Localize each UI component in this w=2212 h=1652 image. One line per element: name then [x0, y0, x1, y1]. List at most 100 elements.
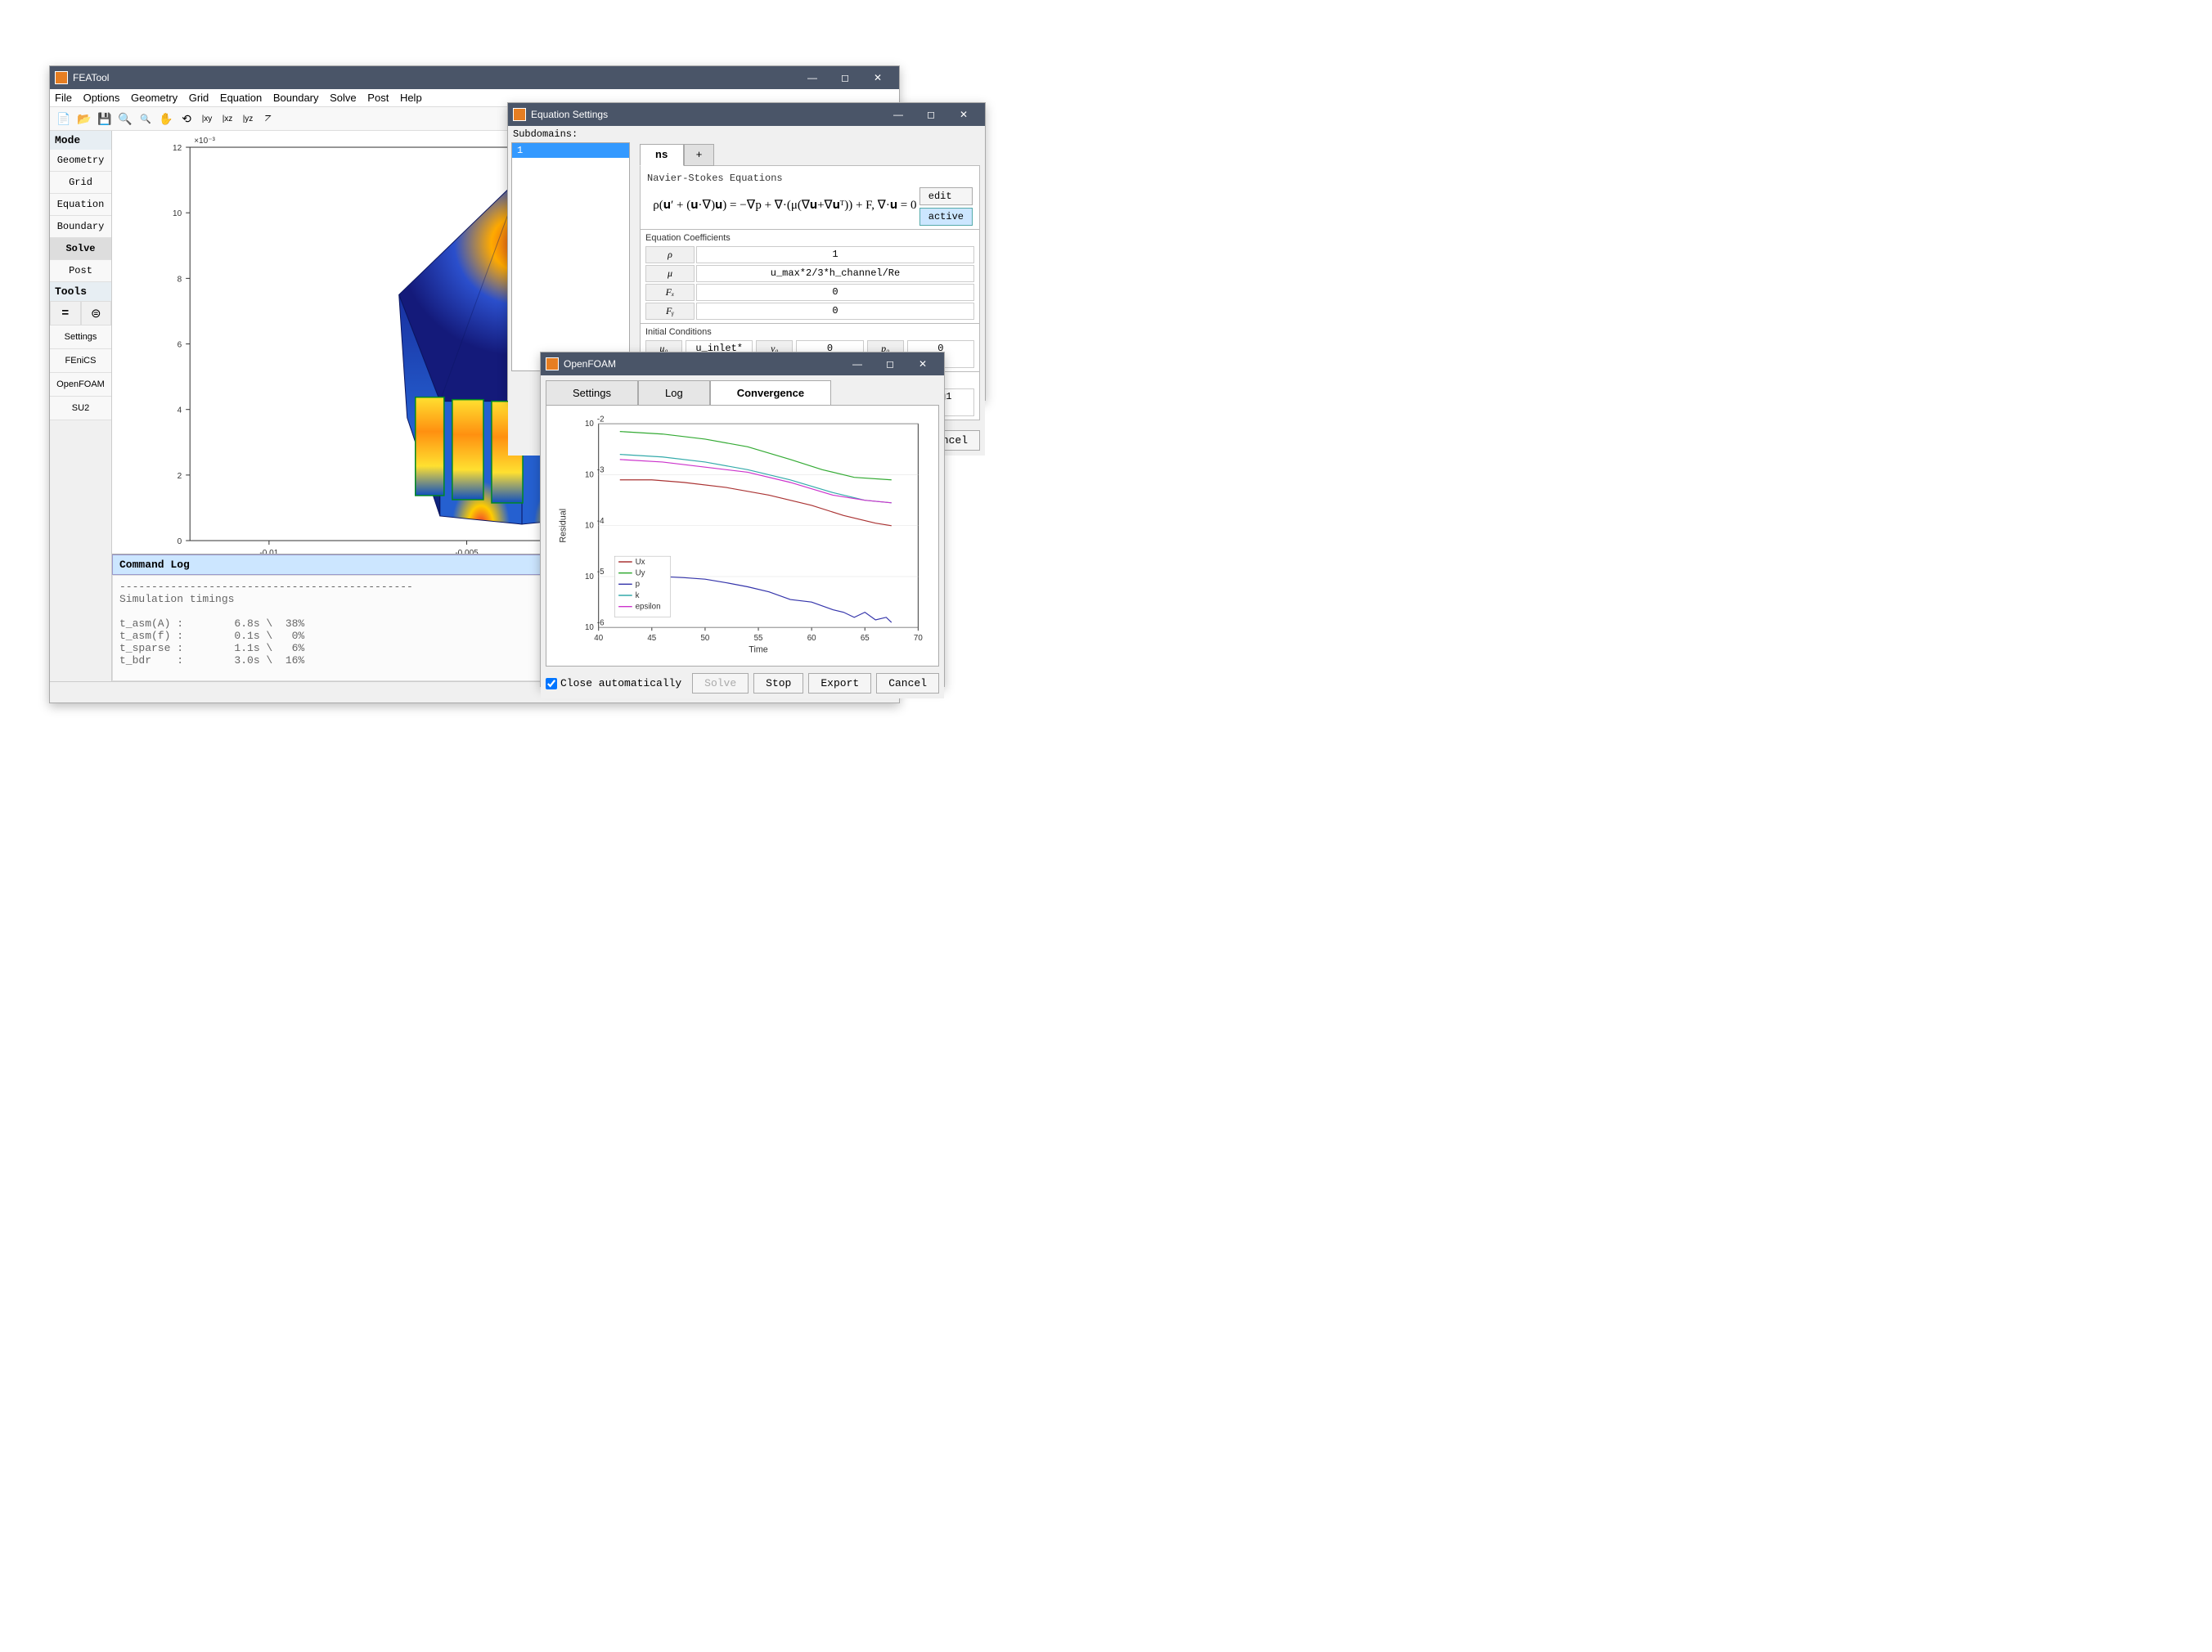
svg-text:12: 12: [173, 144, 182, 153]
tools-header: Tools: [50, 282, 111, 301]
new-icon[interactable]: 📄: [55, 110, 73, 128]
coef-label: μ: [645, 265, 695, 282]
svg-text:4: 4: [178, 406, 182, 415]
sidebar-su2[interactable]: SU2: [50, 397, 111, 420]
pan-icon[interactable]: ✋: [157, 110, 175, 128]
svg-text:10: 10: [585, 470, 594, 479]
svg-text:10: 10: [585, 420, 594, 429]
eq-tab-ns[interactable]: ns: [640, 144, 684, 166]
coef-value[interactable]: 0: [696, 303, 974, 320]
svg-text:p: p: [636, 580, 641, 589]
close-auto-label: Close automatically: [560, 677, 681, 689]
of-cancel-button[interactable]: Cancel: [876, 673, 939, 694]
sidebar-item-boundary[interactable]: Boundary: [50, 216, 111, 238]
svg-text:40: 40: [594, 634, 603, 643]
svg-text:k: k: [636, 591, 640, 600]
svg-text:0: 0: [178, 537, 182, 546]
subdomains-label: Subdomains:: [508, 126, 985, 142]
of-solve-button[interactable]: Solve: [692, 673, 749, 694]
eq-tab-add[interactable]: +: [684, 144, 715, 166]
coef-label: ρ: [645, 246, 695, 263]
svg-text:10: 10: [585, 623, 594, 632]
sidebar-item-grid[interactable]: Grid: [50, 172, 111, 194]
close-auto-checkbox[interactable]: Close automatically: [546, 677, 681, 689]
svg-text:60: 60: [807, 634, 816, 643]
menu-post[interactable]: Post: [367, 92, 389, 104]
eq-close-button[interactable]: ✕: [947, 103, 980, 126]
menu-geometry[interactable]: Geometry: [131, 92, 178, 104]
xz-view-icon[interactable]: |xz: [218, 110, 236, 128]
sidebar-openfoam[interactable]: OpenFOAM: [50, 373, 111, 397]
maximize-button[interactable]: ◻: [829, 66, 861, 89]
yz-view-icon[interactable]: |yz: [239, 110, 257, 128]
eq-active-button[interactable]: active: [919, 208, 973, 226]
eq-title: Equation Settings: [531, 109, 882, 120]
svg-text:10: 10: [585, 522, 594, 531]
svg-text:2: 2: [178, 472, 182, 481]
tool-bar-icon[interactable]: ⊜: [81, 301, 112, 325]
y-exponent: ×10⁻³: [194, 137, 215, 146]
sidebar-item-geometry[interactable]: Geometry: [50, 150, 111, 172]
eq-maximize-button[interactable]: ◻: [915, 103, 947, 126]
svg-text:-6: -6: [597, 618, 605, 627]
sidebar-fenics[interactable]: FEniCS: [50, 349, 111, 373]
coef-value[interactable]: 0: [696, 284, 974, 301]
coef-value[interactable]: u_max*2/3*h_channel/Re: [696, 265, 974, 282]
svg-text:-3: -3: [597, 466, 605, 475]
of-tab-convergence[interactable]: Convergence: [710, 380, 831, 406]
svg-text:-4: -4: [597, 517, 605, 526]
subdomain-item[interactable]: 1: [512, 143, 629, 158]
menu-file[interactable]: File: [55, 92, 72, 104]
xy-view-icon[interactable]: |xy: [198, 110, 216, 128]
of-tab-log[interactable]: Log: [638, 380, 710, 406]
convergence-chart: 10-610-510-410-310-240455055606570TimeRe…: [546, 405, 939, 667]
svg-text:65: 65: [861, 634, 870, 643]
svg-text:10: 10: [173, 209, 182, 218]
menu-options[interactable]: Options: [83, 92, 120, 104]
menu-help[interactable]: Help: [400, 92, 422, 104]
save-icon[interactable]: 💾: [96, 110, 114, 128]
of-stop-button[interactable]: Stop: [753, 673, 803, 694]
menu-solve[interactable]: Solve: [330, 92, 357, 104]
svg-text:-2: -2: [597, 415, 605, 424]
tool-equals-icon[interactable]: =: [50, 301, 81, 325]
menu-grid[interactable]: Grid: [189, 92, 209, 104]
featool-title: FEATool: [73, 72, 796, 83]
close-button[interactable]: ✕: [861, 66, 894, 89]
menu-equation[interactable]: Equation: [220, 92, 262, 104]
eq-minimize-button[interactable]: ―: [882, 103, 915, 126]
open-icon[interactable]: 📂: [75, 110, 93, 128]
rotate-icon[interactable]: ⟲: [178, 110, 196, 128]
of-titlebar: OpenFOAM ― ◻ ✕: [541, 352, 944, 375]
coef-value[interactable]: 1: [696, 246, 974, 263]
coef-label: Fᵧ: [645, 303, 695, 320]
of-close-button[interactable]: ✕: [906, 352, 939, 375]
svg-text:Residual: Residual: [559, 509, 569, 543]
svg-text:Time: Time: [749, 645, 767, 655]
zoom-out-icon[interactable]: 🔍: [137, 110, 155, 128]
sidebar-settings[interactable]: Settings: [50, 325, 111, 349]
3d-view-icon[interactable]: ⦢: [259, 110, 277, 128]
app-icon: [513, 108, 526, 121]
menu-boundary[interactable]: Boundary: [273, 92, 319, 104]
zoom-in-icon[interactable]: 🔍: [116, 110, 134, 128]
sidebar-item-post[interactable]: Post: [50, 260, 111, 282]
of-maximize-button[interactable]: ◻: [874, 352, 906, 375]
featool-titlebar: FEATool ― ◻ ✕: [50, 66, 899, 89]
of-minimize-button[interactable]: ―: [841, 352, 874, 375]
sidebar-item-equation[interactable]: Equation: [50, 194, 111, 216]
of-tab-settings[interactable]: Settings: [546, 380, 638, 406]
svg-text:8: 8: [178, 275, 182, 284]
of-export-button[interactable]: Export: [808, 673, 871, 694]
subdomains-list[interactable]: 1: [511, 142, 630, 371]
openfoam-window: OpenFOAM ― ◻ ✕ Settings Log Convergence …: [540, 352, 945, 687]
minimize-button[interactable]: ―: [796, 66, 829, 89]
svg-text:epsilon: epsilon: [636, 603, 661, 612]
equation-name: Navier-Stokes Equations: [647, 173, 973, 184]
eq-edit-button[interactable]: edit: [919, 187, 973, 205]
sidebar-item-solve[interactable]: Solve: [50, 238, 111, 260]
svg-text:6: 6: [178, 341, 182, 350]
of-title: OpenFOAM: [564, 358, 841, 370]
close-auto-input[interactable]: [546, 678, 557, 689]
svg-text:70: 70: [914, 634, 923, 643]
